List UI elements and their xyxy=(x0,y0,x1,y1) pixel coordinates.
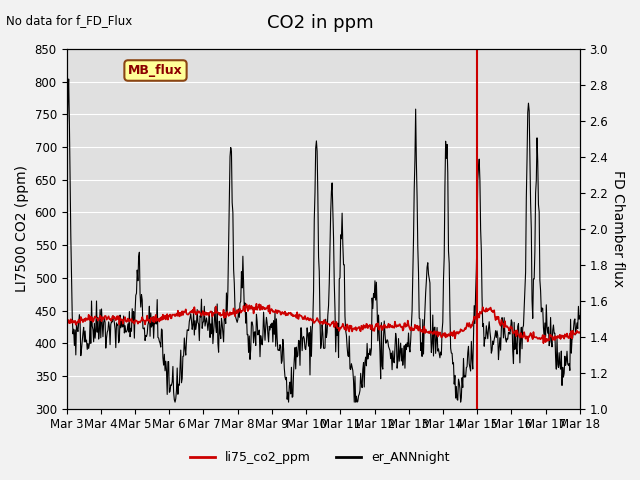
Y-axis label: FD Chamber flux: FD Chamber flux xyxy=(611,170,625,288)
Y-axis label: LI7500 CO2 (ppm): LI7500 CO2 (ppm) xyxy=(15,165,29,292)
Text: MB_flux: MB_flux xyxy=(128,64,183,77)
Text: No data for f_FD_Flux: No data for f_FD_Flux xyxy=(6,14,132,27)
Text: CO2 in ppm: CO2 in ppm xyxy=(267,14,373,33)
Legend: li75_co2_ppm, er_ANNnight: li75_co2_ppm, er_ANNnight xyxy=(186,446,454,469)
